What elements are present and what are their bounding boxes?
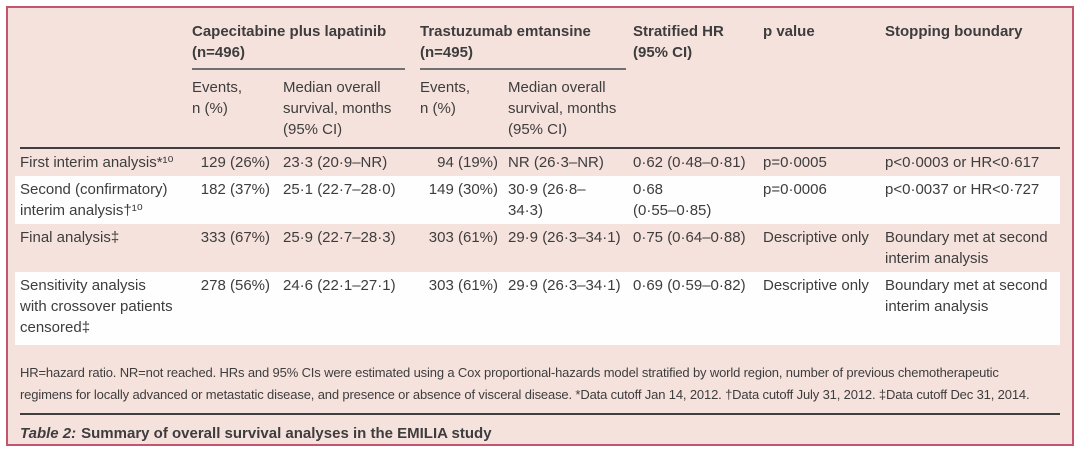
header-spacer: [763, 77, 885, 140]
table-row-final-analysis: Final analysis‡ 333 (67%) 25·9 (22·7–28·…: [8, 224, 1072, 272]
stopping-boundary-cell: Boundary met at second interim analysis: [885, 277, 1048, 315]
column-header-stopping-boundary: Stopping boundary: [885, 23, 1023, 40]
header-divider-rule: [20, 147, 1060, 149]
header-spacer: [20, 77, 192, 140]
table-row-second-interim: Second (confirmatory) interim analysis†¹…: [15, 176, 1060, 224]
table-caption: Table 2: Summary of overall survival anal…: [8, 415, 1072, 444]
cap-median-os-cell: 25·1 (22·7–28·0): [283, 181, 396, 198]
table-caption-text: Summary of overall survival analyses in …: [81, 425, 492, 442]
subheader-median-os-capecitabine: Median overall survival, months (95% CI): [283, 79, 392, 138]
table-footnote: HR=hazard ratio. NR=not reached. HRs and…: [20, 365, 1030, 402]
subheader-median-os-tdm1: Median overall survival, months (95% CI): [508, 79, 617, 138]
column-header-p-value: p value: [763, 23, 815, 40]
tdm1-median-os-cell: NR (26·3–NR): [508, 154, 604, 171]
table-row-sensitivity-analysis: Sensitivity analysis with crossover pati…: [15, 272, 1060, 345]
column-header-stratified-hr: Stratified HR (95% CI): [633, 23, 724, 61]
stratified-hr-cell: 0·68 (0·55–0·85): [633, 181, 712, 219]
cap-events-cell: 278 (56%): [200, 277, 270, 294]
tdm1-events-cell: 303 (61%): [428, 277, 498, 294]
tdm1-median-os-cell: 29·9 (26·3–34·1): [508, 229, 621, 246]
row-label-cell: First interim analysis*¹⁰: [20, 154, 174, 171]
cap-events-cell: 333 (67%): [200, 229, 270, 246]
tdm1-events-cell: 94 (19%): [437, 154, 498, 171]
cap-median-os-cell: 25·9 (22·7–28·3): [283, 229, 396, 246]
stopping-boundary-cell: p<0·0003 or HR<0·617: [885, 154, 1040, 171]
column-group-capecitabine-lapatinib: Capecitabine plus lapatinib (n=496): [192, 21, 405, 70]
subheader-events-capecitabine: Events, n (%): [192, 79, 243, 117]
header-spacer: [885, 77, 1060, 140]
row-label-cell: Sensitivity analysis with crossover pati…: [20, 277, 173, 336]
header-spacer: [20, 21, 192, 70]
tdm1-events-cell: 149 (30%): [428, 181, 498, 198]
cap-events-cell: 129 (26%): [200, 154, 270, 171]
header-spacer: [633, 77, 763, 140]
p-value-cell: Descriptive only: [763, 277, 869, 294]
subheader-events-tdm1: Events, n (%): [420, 79, 471, 117]
table-caption-number: Table 2:: [20, 425, 77, 442]
cap-events-cell: 182 (37%): [200, 181, 270, 198]
emilia-os-summary-table: Capecitabine plus lapatinib (n=496) Tras…: [6, 6, 1074, 446]
row-label-cell: Second (confirmatory) interim analysis†¹…: [20, 181, 168, 219]
p-value-cell: Descriptive only: [763, 229, 869, 246]
column-group-trastuzumab-emtansine: Trastuzumab emtansine (n=495): [420, 21, 626, 70]
cap-median-os-cell: 24·6 (22·1–27·1): [283, 277, 396, 294]
stopping-boundary-cell: p<0·0037 or HR<0·727: [885, 181, 1040, 198]
row-label-cell: Final analysis‡: [20, 229, 120, 246]
tdm1-median-os-cell: 29·9 (26·3–34·1): [508, 277, 621, 294]
stopping-boundary-cell: Boundary met at second interim analysis: [885, 229, 1048, 267]
tdm1-median-os-cell: 30·9 (26·8– 34·3): [508, 181, 586, 219]
stratified-hr-cell: 0·75 (0·64–0·88): [633, 229, 746, 246]
stratified-hr-cell: 0·62 (0·48–0·81): [633, 154, 746, 171]
table-header-groups: Capecitabine plus lapatinib (n=496) Tras…: [8, 8, 1072, 70]
p-value-cell: p=0·0006: [763, 181, 827, 198]
p-value-cell: p=0·0005: [763, 154, 827, 171]
cap-median-os-cell: 23·3 (20·9–NR): [283, 154, 388, 171]
table-row-first-interim: First interim analysis*¹⁰ 129 (26%) 23·3…: [8, 149, 1072, 176]
caption-divider-rule: [20, 413, 1060, 415]
stratified-hr-cell: 0·69 (0·59–0·82): [633, 277, 746, 294]
tdm1-events-cell: 303 (61%): [428, 229, 498, 246]
table-header-subcolumns: Events, n (%) Median overall survival, m…: [8, 70, 1072, 147]
